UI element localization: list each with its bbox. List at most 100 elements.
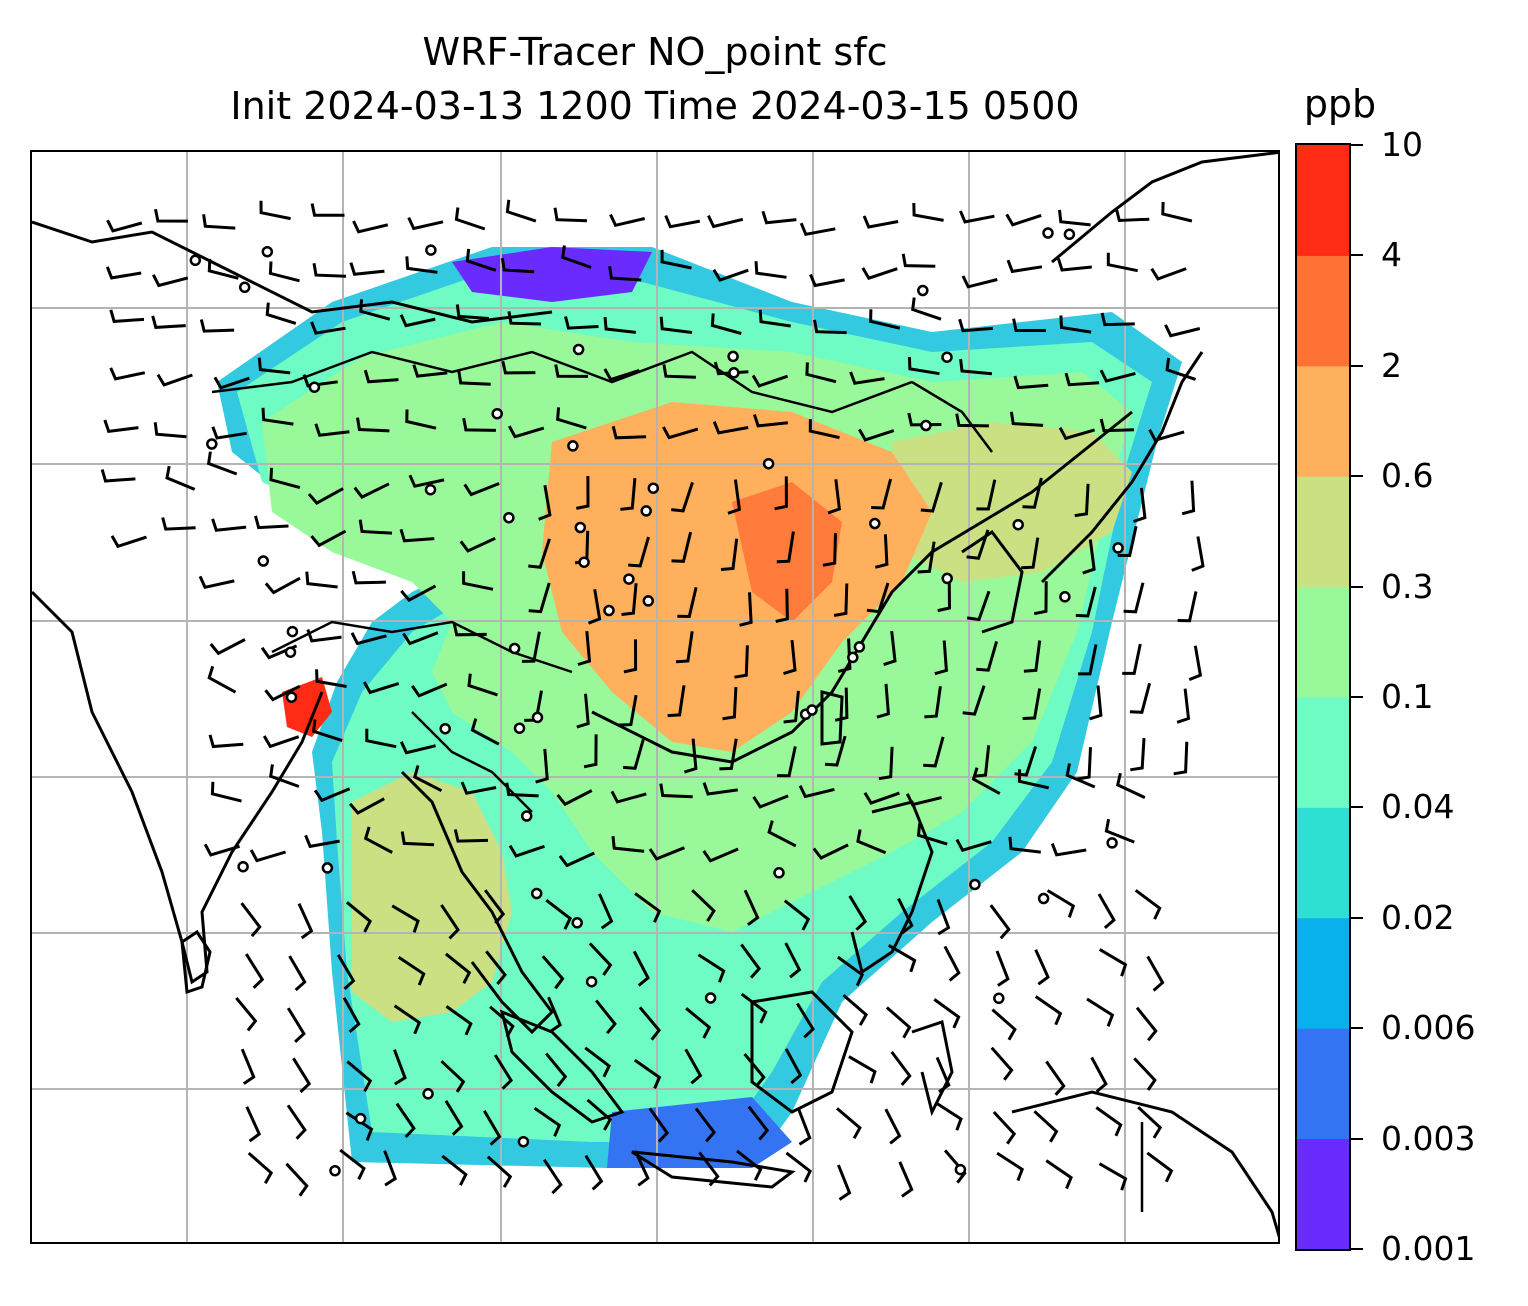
wind-barb (662, 364, 696, 379)
wind-barb (249, 849, 287, 863)
map-panel[interactable] (30, 150, 1280, 1244)
wind-barb (588, 942, 613, 976)
wind-barb (1106, 252, 1138, 273)
wind-barb (1164, 324, 1201, 338)
wind-barb (966, 529, 990, 560)
colorbar-tick (1351, 806, 1363, 809)
colorbar-label: 0.1 (1381, 677, 1434, 716)
point-source-marker (237, 860, 249, 873)
wind-barb (161, 517, 196, 531)
wind-barb (209, 638, 246, 656)
wind-barb (1008, 836, 1041, 854)
wind-barb (767, 820, 797, 848)
wind-barb (462, 417, 496, 432)
wind-barb (408, 474, 445, 488)
wind-barb (920, 481, 943, 513)
wind-barb (444, 1100, 464, 1136)
wind-barb (734, 645, 749, 679)
wind-barb (484, 889, 506, 925)
wind-barb (264, 684, 301, 702)
wind-barb (743, 1053, 766, 1088)
point-source-marker (847, 651, 859, 664)
point-source-marker (517, 1135, 530, 1148)
wind-barb (1086, 997, 1115, 1027)
wind-barb (752, 414, 789, 428)
wind-barb (935, 1056, 951, 1094)
wind-barb (866, 582, 890, 614)
wind-barb (671, 531, 693, 563)
wind-barb (1122, 643, 1142, 675)
wind-barb (286, 1007, 306, 1043)
wind-barb (1022, 477, 1043, 509)
point-source-marker (640, 505, 652, 517)
wind-barb (863, 791, 900, 805)
wind-barb (621, 583, 638, 616)
wind-barb (1050, 843, 1087, 857)
wind-barb (887, 944, 917, 973)
wind-barb (1188, 645, 1203, 681)
wind-barb (315, 669, 347, 688)
wind-barb (990, 1046, 1014, 1081)
wind-barb (736, 1149, 763, 1181)
wind-barb (740, 992, 768, 1024)
colorbar-label: 0.3 (1381, 566, 1434, 606)
wind-barb (719, 738, 738, 771)
colorbar-swatch (1297, 697, 1349, 808)
wind-barb (561, 245, 592, 269)
wind-barb (440, 904, 460, 940)
wind-barb (691, 889, 716, 922)
wind-barb (493, 1054, 514, 1090)
point-source-marker (623, 573, 635, 585)
wind-barb (521, 631, 541, 663)
wind-barb (798, 785, 835, 799)
point-source-marker (571, 917, 583, 929)
wind-barb (302, 374, 338, 388)
colorbar-tick (1351, 1137, 1363, 1140)
wind-barb (1146, 955, 1165, 992)
wind-barb (312, 263, 347, 278)
wind-barb (934, 640, 948, 676)
wind-barb (989, 904, 1011, 940)
point-source-marker (574, 521, 587, 534)
coast-sulawesi (911, 1020, 954, 1117)
wind-barb (611, 836, 645, 853)
wind-barb (208, 734, 244, 749)
wind-barb (547, 996, 562, 1033)
wind-barb (685, 1007, 712, 1039)
point-source-marker (285, 691, 298, 703)
wind-barb (675, 631, 694, 664)
wind-barb (1075, 586, 1097, 618)
wind-barb (358, 519, 393, 535)
wind-barb (1021, 537, 1040, 570)
wind-barb (618, 694, 638, 727)
wind-barb (595, 999, 617, 1035)
wind-barb (623, 639, 638, 674)
wind-barb (564, 316, 599, 330)
wind-barb (1022, 688, 1042, 720)
wind-barb (677, 586, 698, 619)
wind-barb (109, 367, 146, 381)
wind-barb (603, 368, 640, 382)
wind-barb (1150, 267, 1187, 281)
wind-barb (808, 419, 840, 440)
wind-barb (833, 583, 849, 617)
wind-barb (633, 1150, 650, 1187)
wind-barb (399, 528, 435, 543)
wind-barb (632, 950, 650, 987)
point-source-marker (439, 722, 451, 735)
wind-barb (339, 1148, 366, 1180)
point-source-marker (869, 517, 881, 530)
wind-barb (660, 249, 692, 270)
wind-barb (608, 265, 642, 282)
wind-barb (356, 417, 390, 433)
wind-barb (459, 536, 496, 553)
wind-barb (912, 202, 944, 222)
wind-barb (992, 1110, 1017, 1145)
wind-barb (1135, 1006, 1158, 1042)
colorbar-tick (1351, 1248, 1363, 1250)
point-source-marker (603, 604, 615, 617)
wind-barb (966, 590, 991, 622)
wind-barb (1137, 1106, 1163, 1139)
wind-barb (1134, 889, 1162, 920)
wind-barb (898, 1161, 914, 1198)
